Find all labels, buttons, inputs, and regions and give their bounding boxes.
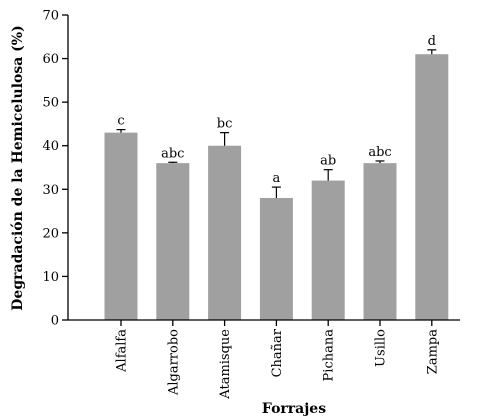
significance-label: bc [217, 117, 233, 132]
y-tick-label: 40 [42, 139, 59, 154]
x-tick-label: Zampa [425, 329, 440, 374]
y-tick-label: 50 [42, 96, 59, 111]
x-tick-label: Chañar [270, 328, 285, 377]
bar [311, 180, 345, 320]
plot-area: c abc bc a ab abc d [104, 34, 449, 320]
significance-label: c [117, 114, 124, 129]
significance-label: abc [368, 145, 391, 160]
y-tick-label: 10 [42, 270, 59, 285]
bar [259, 198, 293, 320]
x-tick-label: Pichana [322, 329, 337, 382]
significance-label: ab [320, 154, 336, 169]
bar [156, 163, 190, 320]
y-tick-label: 70 [42, 9, 59, 24]
significance-label: a [273, 171, 281, 186]
significance-label: abc [161, 146, 184, 161]
y-tick-label: 30 [42, 183, 59, 198]
bar [104, 132, 138, 320]
x-tick-label: Algarrobo [166, 329, 181, 396]
x-tick-label: Usillo [374, 329, 389, 367]
y-axis-ticks: 0 10 20 30 40 50 60 70 [42, 9, 68, 329]
x-axis-title: Forrajes [262, 401, 326, 417]
bar [363, 163, 397, 320]
significance-label: d [428, 34, 436, 49]
y-tick-label: 20 [42, 226, 59, 241]
y-tick-label: 60 [42, 52, 59, 67]
x-axis-ticks: Alfalfa Algarrobo Atamisque Chañar Pichana Us… [115, 320, 440, 400]
bar [415, 54, 449, 320]
y-axis-title: Degradación de la Hemicelulosa (%) [10, 25, 26, 310]
x-tick-label: Atamisque [218, 329, 233, 400]
bar [208, 145, 242, 320]
y-tick-label: 0 [51, 314, 59, 329]
x-tick-label: Alfalfa [115, 329, 130, 373]
